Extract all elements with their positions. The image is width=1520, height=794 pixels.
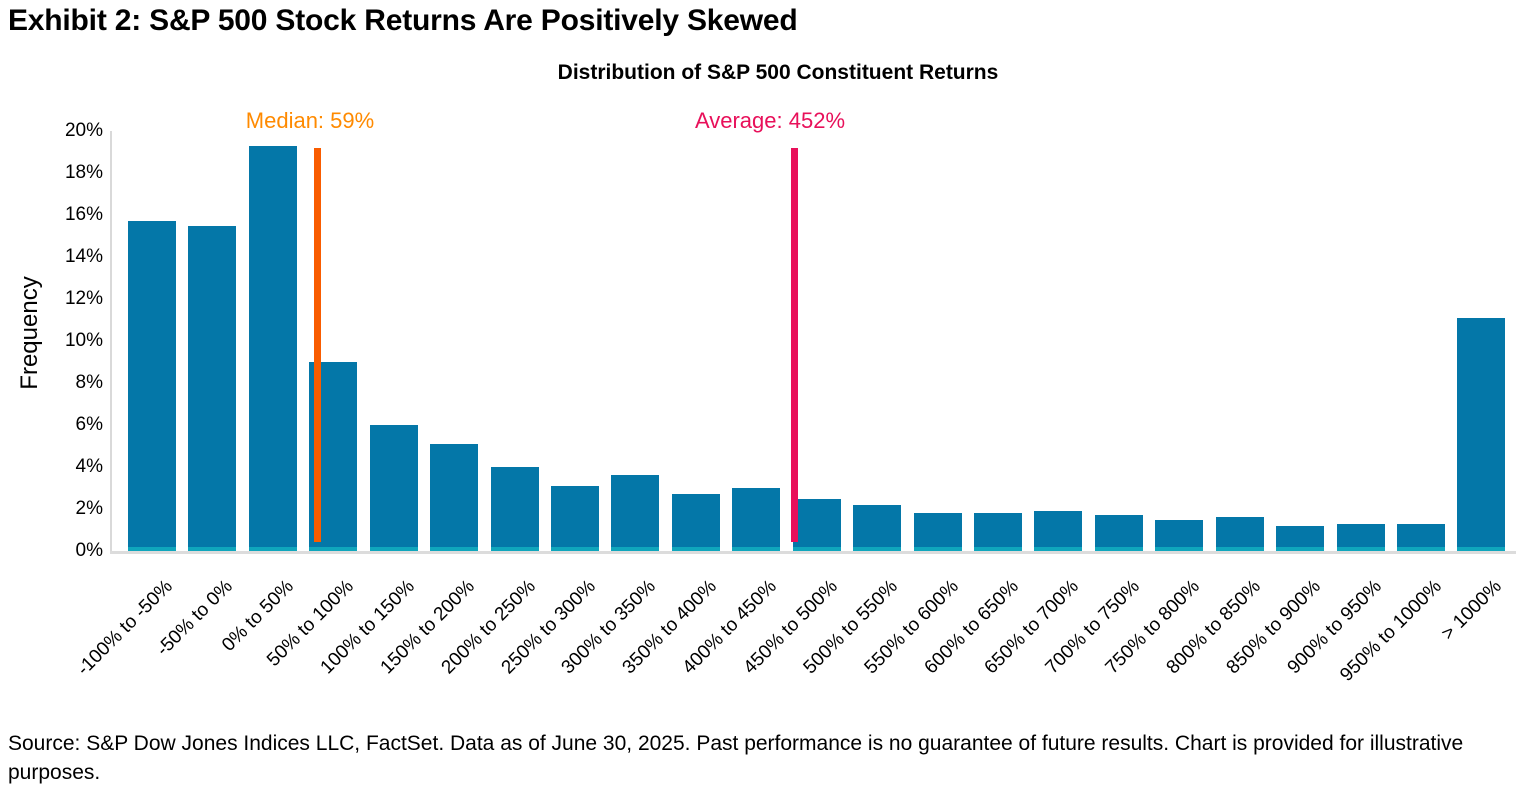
y-tick-label: 4% [75, 456, 103, 477]
bar [188, 225, 237, 551]
median-annotation-label: Median: 59% [245, 108, 375, 133]
bar [671, 494, 720, 551]
x-tick-label: 100% to 150% [316, 576, 419, 679]
bar [1215, 517, 1264, 551]
bar [1336, 523, 1385, 551]
bar [853, 504, 902, 551]
x-tick-label: 150% to 200% [376, 576, 479, 679]
x-tick-label: 0% to 50% [217, 576, 298, 656]
x-tick-label: -50% to 0% [152, 576, 238, 661]
y-tick-label: 20% [64, 120, 103, 141]
y-tick-label: 18% [64, 162, 103, 183]
bar [1276, 525, 1325, 551]
chart-title: Distribution of S&P 500 Constituent Retu… [557, 61, 999, 84]
x-tick-label: 600% to 650% [920, 576, 1023, 679]
y-tick-label: 6% [75, 414, 103, 435]
bar [128, 221, 176, 551]
y-tick-label: 8% [75, 372, 103, 393]
x-tick-label: 800% to 850% [1162, 576, 1265, 679]
bar [974, 513, 1023, 551]
y-axis-ticks: 20% 18% 16% 14% 12% 10% 8% 6% 4% 2% 0% [18, 0, 103, 600]
bar [369, 425, 418, 551]
plot-area [110, 131, 1516, 554]
bar [1094, 515, 1143, 551]
source-note: Source: S&P Dow Jones Indices LLC, FactS… [8, 732, 1464, 784]
bar [732, 488, 781, 551]
bar [551, 485, 599, 551]
x-tick-label: 250% to 300% [497, 576, 600, 679]
bar [913, 513, 962, 551]
x-tick-label: 450% to 500% [739, 576, 842, 679]
bar [611, 475, 660, 551]
y-axis-line [110, 131, 112, 553]
x-tick-label: 700% to 750% [1041, 576, 1144, 679]
x-tick-label: 500% to 550% [799, 576, 903, 679]
x-tick-label: 300% to 350% [558, 576, 661, 679]
bar [1155, 519, 1204, 551]
x-tick-label: 350% to 400% [618, 576, 721, 679]
x-tick-label: 950% to 1000% [1336, 576, 1446, 686]
median-line [314, 148, 322, 542]
bar [1397, 523, 1446, 551]
average-annotation-label: Average: 452% [694, 108, 846, 133]
x-tick-label: 750% to 800% [1101, 576, 1205, 679]
x-tick-label: 850% to 900% [1222, 576, 1326, 679]
x-tick-label: 550% to 600% [860, 576, 963, 679]
x-tick-label: 200% to 250% [437, 576, 540, 679]
y-tick-label: 16% [64, 204, 103, 225]
y-tick-label: 12% [64, 288, 103, 309]
bar [430, 443, 479, 551]
average-line [791, 148, 799, 542]
x-tick-label: 650% to 700% [981, 576, 1084, 679]
bar [490, 467, 539, 551]
x-axis-line [110, 551, 1516, 554]
x-tick-label: 900% to 950% [1283, 576, 1386, 679]
bar [1457, 317, 1506, 551]
y-tick-label: 14% [64, 246, 103, 267]
y-tick-label: 2% [75, 498, 103, 519]
x-tick-label: 50% to 100% [263, 576, 359, 671]
x-tick-label: > 1000% [1438, 576, 1507, 645]
x-tick-label: 400% to 450% [678, 576, 782, 679]
x-tick-label: -100% to -50% [73, 576, 177, 680]
page-title: Exhibit 2: S&P 500 Stock Returns Are Pos… [8, 4, 798, 37]
y-tick-label: 10% [64, 330, 103, 351]
bar [792, 498, 841, 551]
bar [1034, 511, 1083, 551]
y-tick-label: 0% [75, 540, 103, 561]
bar [248, 145, 297, 551]
